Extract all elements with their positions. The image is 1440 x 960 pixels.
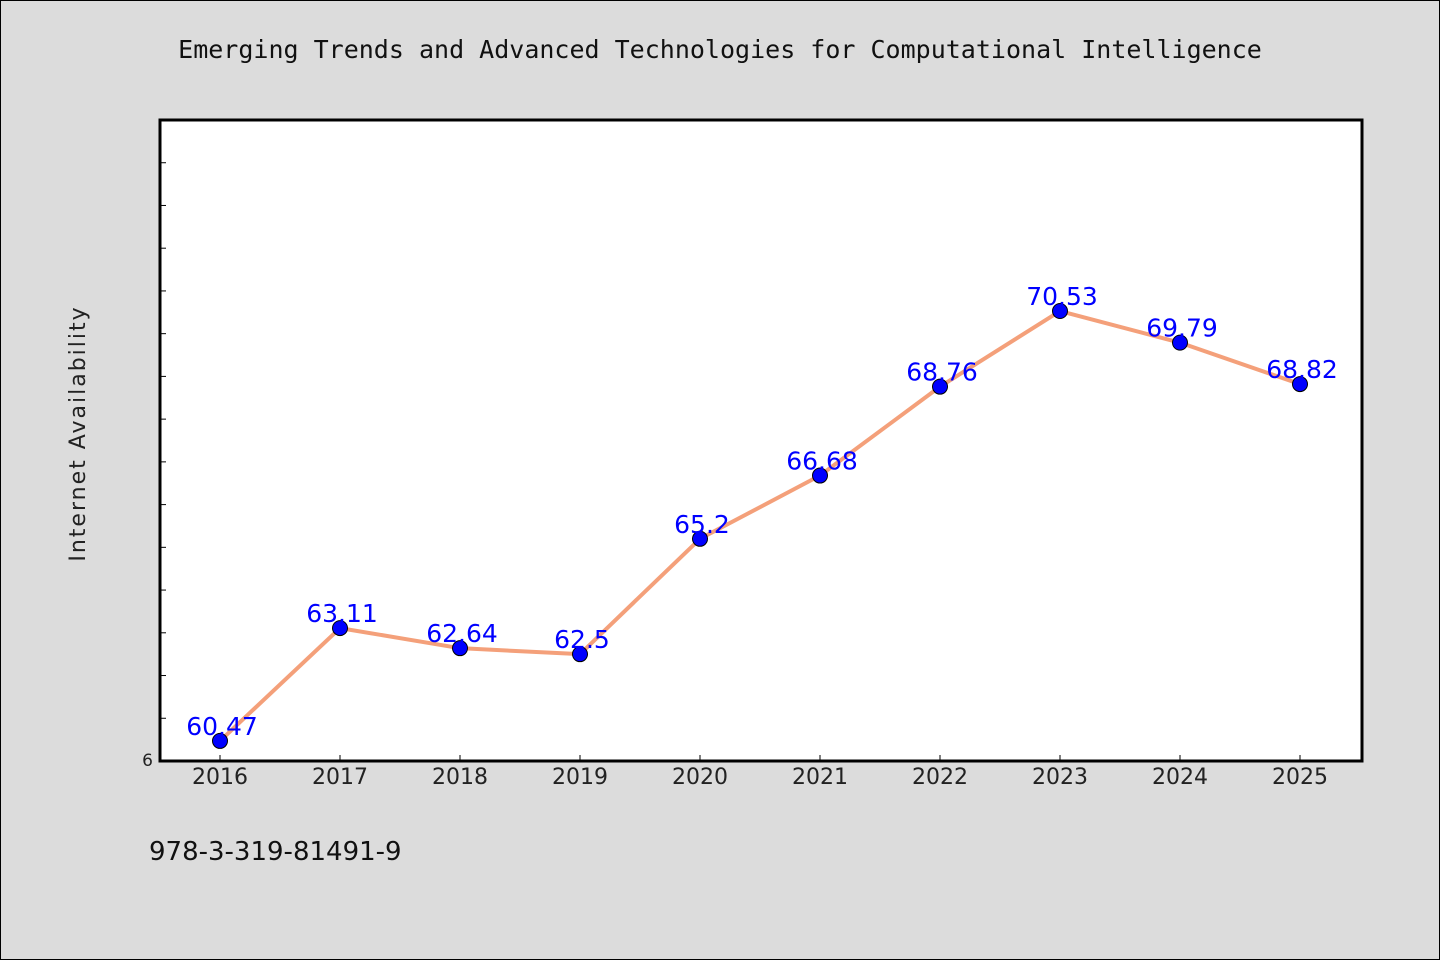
- data-label: 62.64: [426, 619, 498, 648]
- data-point: [1292, 376, 1308, 393]
- x-tick-label: 2017: [312, 765, 368, 790]
- data-label: 68.76: [906, 358, 978, 387]
- data-point: [332, 620, 348, 637]
- x-tick-label: 2022: [912, 765, 968, 790]
- data-label: 60.47: [186, 712, 258, 741]
- x-tick-label: 2019: [552, 765, 608, 790]
- data-label: 68.82: [1266, 355, 1338, 384]
- data-point: [932, 378, 948, 395]
- data-point: [692, 530, 708, 547]
- x-tick-label: 2021: [792, 765, 848, 790]
- isbn-text: 978-3-319-81491-9: [149, 837, 402, 867]
- data-label: 62.5: [554, 625, 610, 654]
- series-line: [218, 309, 1302, 743]
- y-axis-label: Internet Availability: [66, 305, 91, 561]
- data-label: 63.11: [306, 599, 378, 628]
- x-tick-label: 2020: [672, 765, 728, 790]
- chart-title: Emerging Trends and Advanced Technologie…: [178, 35, 1262, 64]
- data-point: [572, 646, 588, 663]
- x-tick-label: 2024: [1152, 765, 1208, 790]
- y-tick-label: 6: [142, 751, 153, 771]
- data-point: [1052, 303, 1068, 320]
- data-point: [212, 732, 228, 749]
- x-tick-label: 2016: [192, 765, 248, 790]
- data-label: 65.2: [674, 510, 730, 539]
- data-label: 66.68: [786, 447, 858, 476]
- x-tick-label: 2025: [1272, 765, 1328, 790]
- x-tick-label: 2023: [1032, 765, 1088, 790]
- data-label: 69.79: [1146, 314, 1218, 343]
- x-tick-label: 2018: [432, 765, 488, 790]
- data-point: [1172, 334, 1188, 351]
- data-point: [452, 640, 468, 657]
- plot-area: [160, 120, 1362, 761]
- data-point: [812, 467, 828, 484]
- plot-frame: [158, 118, 1364, 763]
- data-label: 70.53: [1026, 282, 1098, 311]
